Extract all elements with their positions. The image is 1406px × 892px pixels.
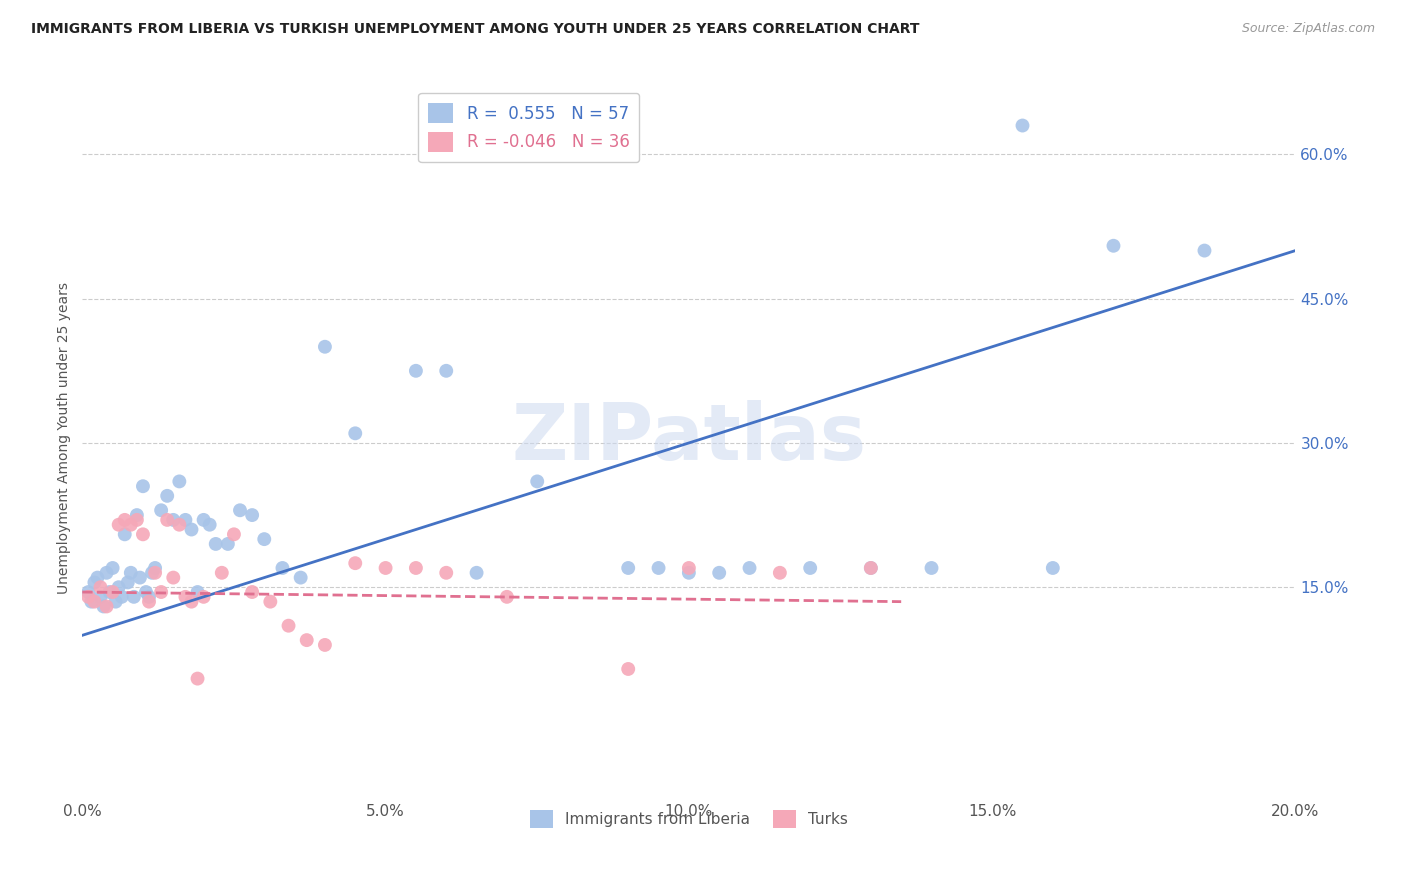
Point <box>277 618 299 632</box>
Point <box>290 571 312 585</box>
Point <box>271 561 294 575</box>
Point <box>1194 244 1216 258</box>
Point <box>222 527 245 541</box>
Y-axis label: Unemployment Among Youth under 25 years: Unemployment Among Youth under 25 years <box>58 282 72 594</box>
Point <box>240 585 263 599</box>
Point <box>80 594 103 608</box>
Point <box>107 580 129 594</box>
Point <box>344 556 367 570</box>
Point <box>169 517 191 532</box>
Point <box>921 561 943 575</box>
Point <box>138 590 160 604</box>
Point <box>496 590 519 604</box>
Point <box>211 566 233 580</box>
Point <box>162 571 184 585</box>
Point <box>125 508 148 522</box>
Point <box>93 599 115 614</box>
Point <box>150 503 173 517</box>
Point <box>198 517 221 532</box>
Point <box>1042 561 1064 575</box>
Point <box>180 594 202 608</box>
Text: ZIPatlas: ZIPatlas <box>512 401 866 476</box>
Point <box>295 633 318 648</box>
Point <box>314 340 336 354</box>
Point <box>83 594 105 608</box>
Point <box>107 517 129 532</box>
Point <box>344 426 367 441</box>
Point <box>96 599 118 614</box>
Point <box>240 508 263 522</box>
Point <box>374 561 396 575</box>
Point <box>229 503 252 517</box>
Point <box>204 537 226 551</box>
Point <box>174 590 197 604</box>
Point <box>83 575 105 590</box>
Point <box>96 566 118 580</box>
Point <box>141 566 163 580</box>
Point <box>434 364 457 378</box>
Point <box>859 561 882 575</box>
Point <box>174 513 197 527</box>
Point <box>135 585 157 599</box>
Point <box>738 561 761 575</box>
Point <box>143 566 166 580</box>
Point <box>678 561 700 575</box>
Point <box>129 571 152 585</box>
Point <box>101 585 124 599</box>
Point <box>647 561 669 575</box>
Text: IMMIGRANTS FROM LIBERIA VS TURKISH UNEMPLOYMENT AMONG YOUTH UNDER 25 YEARS CORRE: IMMIGRANTS FROM LIBERIA VS TURKISH UNEMP… <box>31 22 920 37</box>
Point <box>259 594 281 608</box>
Point <box>617 662 640 676</box>
Point <box>253 532 276 546</box>
Point <box>799 561 821 575</box>
Point <box>143 561 166 575</box>
Point <box>217 537 239 551</box>
Point <box>1102 239 1125 253</box>
Point <box>104 594 127 608</box>
Point <box>169 475 191 489</box>
Point <box>117 575 139 590</box>
Point <box>111 590 134 604</box>
Point <box>89 580 111 594</box>
Point <box>86 571 108 585</box>
Point <box>77 590 100 604</box>
Point <box>193 590 215 604</box>
Point <box>526 475 548 489</box>
Point <box>120 517 142 532</box>
Point <box>405 561 427 575</box>
Point <box>769 566 792 580</box>
Point <box>89 590 111 604</box>
Text: Source: ZipAtlas.com: Source: ZipAtlas.com <box>1241 22 1375 36</box>
Point <box>77 585 100 599</box>
Point <box>132 479 155 493</box>
Point <box>180 523 202 537</box>
Point <box>859 561 882 575</box>
Point <box>138 594 160 608</box>
Point <box>709 566 731 580</box>
Point <box>150 585 173 599</box>
Point <box>162 513 184 527</box>
Point <box>1011 119 1033 133</box>
Point <box>122 590 145 604</box>
Point <box>186 585 208 599</box>
Point <box>156 489 179 503</box>
Point <box>678 566 700 580</box>
Point <box>434 566 457 580</box>
Point <box>120 566 142 580</box>
Legend: Immigrants from Liberia, Turks: Immigrants from Liberia, Turks <box>523 804 853 835</box>
Point <box>156 513 179 527</box>
Point <box>114 513 136 527</box>
Point <box>193 513 215 527</box>
Point <box>314 638 336 652</box>
Point <box>114 527 136 541</box>
Point <box>101 561 124 575</box>
Point <box>98 585 121 599</box>
Point <box>465 566 488 580</box>
Point <box>405 364 427 378</box>
Point <box>617 561 640 575</box>
Point <box>186 672 208 686</box>
Point <box>132 527 155 541</box>
Point <box>125 513 148 527</box>
